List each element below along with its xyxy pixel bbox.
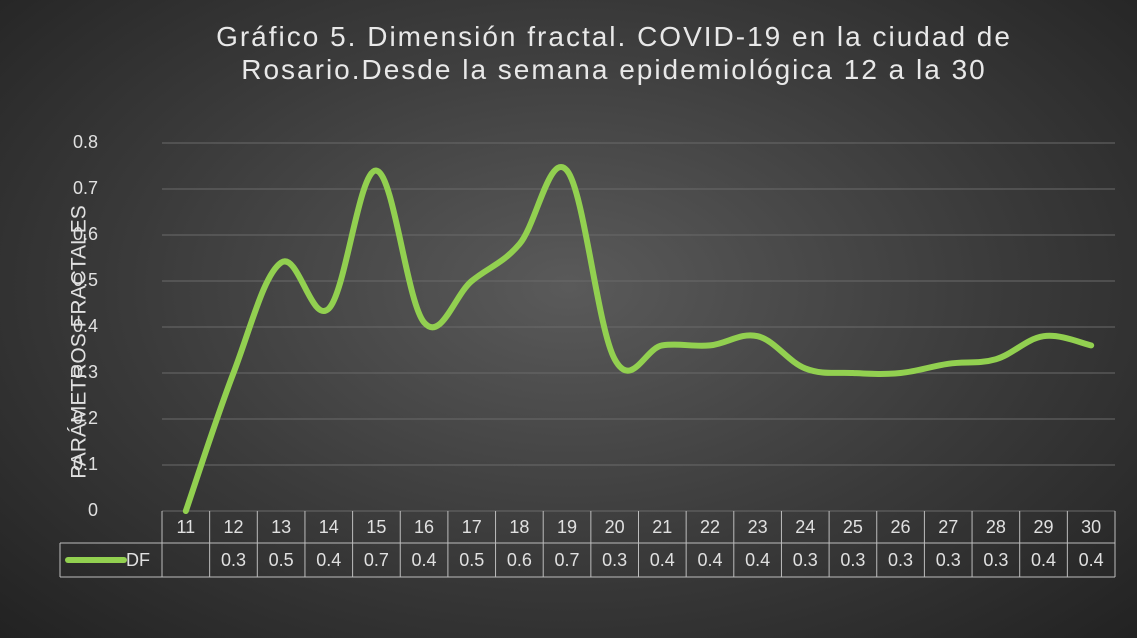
- x-tick-label: 16: [414, 517, 434, 537]
- data-line: [182, 164, 1095, 514]
- y-tick-label: 0.1: [73, 454, 98, 474]
- x-tick-label: 11: [176, 517, 195, 537]
- data-table-value: 0.3: [221, 550, 246, 570]
- x-tick-label: 13: [271, 517, 291, 537]
- x-tick-label: 18: [509, 517, 529, 537]
- y-tick-label: 0.8: [73, 132, 98, 152]
- x-tick-label: 19: [557, 517, 577, 537]
- y-tick-label: 0.3: [73, 362, 98, 382]
- data-table-value: 0.5: [459, 550, 484, 570]
- x-tick-label: 30: [1081, 517, 1101, 537]
- x-tick-label: 24: [795, 517, 815, 537]
- x-tick-label: 25: [843, 517, 863, 537]
- y-tick-label: 0: [88, 500, 98, 520]
- data-table-value: 0.3: [936, 550, 961, 570]
- y-tick-label: 0.4: [73, 316, 98, 336]
- data-table-value: 0.7: [364, 550, 389, 570]
- y-tick-label: 0.6: [73, 224, 98, 244]
- data-table-value: 0.4: [697, 550, 722, 570]
- x-tick-label: 28: [986, 517, 1006, 537]
- y-axis-title: PARÁMETROS FRACTALES: [68, 205, 91, 478]
- x-tick-label: 14: [319, 517, 339, 537]
- x-tick-label: 21: [652, 517, 672, 537]
- x-tick-label: 29: [1034, 517, 1054, 537]
- legend-label: DF: [126, 550, 150, 570]
- y-tick-label: 0.2: [73, 408, 98, 428]
- data-table-value: 0.6: [507, 550, 532, 570]
- x-tick-label: 27: [938, 517, 958, 537]
- x-tick-label: 17: [462, 517, 482, 537]
- data-table-value: 0.4: [1079, 550, 1104, 570]
- x-tick-label: 15: [366, 517, 386, 537]
- data-table-value: 0.3: [888, 550, 913, 570]
- chart-title: Gráfico 5. Dimensión fractal. COVID-19 e…: [216, 21, 1012, 85]
- data-table-value: 0.4: [1031, 550, 1056, 570]
- data-table-value: 0.4: [316, 550, 341, 570]
- data-table-value: 0.3: [602, 550, 627, 570]
- data-table-value: 0.7: [555, 550, 580, 570]
- x-tick-label: 12: [223, 517, 243, 537]
- data-table-value: 0.4: [650, 550, 675, 570]
- x-tick-label: 20: [605, 517, 625, 537]
- x-tick-label: 26: [891, 517, 911, 537]
- data-table-value: 0.3: [983, 550, 1008, 570]
- data-table-value: 0.5: [269, 550, 294, 570]
- x-tick-label: 22: [700, 517, 720, 537]
- data-table-value: 0.4: [745, 550, 770, 570]
- y-tick-label: 0.7: [73, 178, 98, 198]
- y-tick-label: 0.5: [73, 270, 98, 290]
- x-tick-label: 23: [748, 517, 768, 537]
- data-table-value: 0.4: [412, 550, 437, 570]
- data-table-value: 0.3: [840, 550, 865, 570]
- data-table-value: 0.3: [793, 550, 818, 570]
